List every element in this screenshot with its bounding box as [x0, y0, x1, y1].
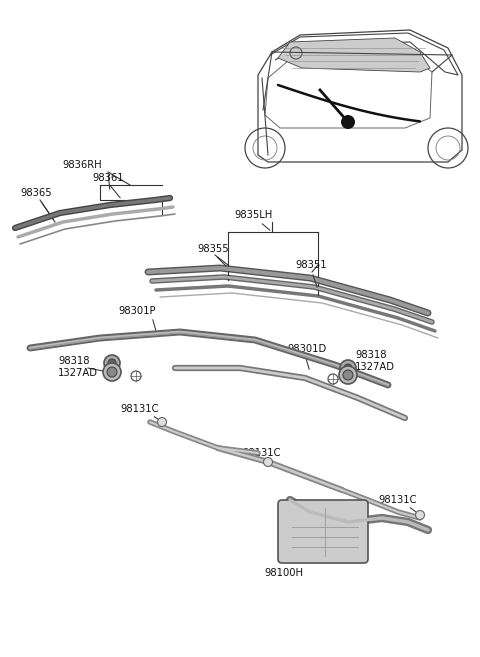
Text: 98100H: 98100H	[264, 568, 303, 578]
Circle shape	[157, 417, 167, 426]
Text: 98365: 98365	[20, 188, 52, 198]
Text: 1327AD: 1327AD	[355, 362, 395, 372]
Text: 98355: 98355	[197, 244, 228, 254]
Circle shape	[416, 510, 424, 520]
Text: 98351: 98351	[295, 260, 326, 270]
Circle shape	[103, 363, 121, 381]
Circle shape	[343, 370, 353, 380]
Text: 98361: 98361	[92, 173, 124, 183]
Circle shape	[107, 367, 117, 377]
Text: 98301P: 98301P	[118, 306, 156, 316]
Circle shape	[264, 457, 273, 466]
Text: 1327AD: 1327AD	[58, 368, 98, 378]
Text: 9836RH: 9836RH	[62, 160, 102, 170]
Text: 98131C: 98131C	[378, 495, 417, 505]
Circle shape	[340, 360, 356, 376]
FancyBboxPatch shape	[278, 500, 368, 563]
Polygon shape	[278, 38, 430, 72]
Text: 9835LH: 9835LH	[234, 210, 272, 220]
Text: 98131C: 98131C	[242, 448, 280, 458]
Text: 98318: 98318	[58, 356, 89, 366]
Text: 98301D: 98301D	[287, 344, 326, 354]
Text: 98318: 98318	[355, 350, 386, 360]
Text: 98131C: 98131C	[120, 404, 158, 414]
Circle shape	[339, 366, 357, 384]
Circle shape	[104, 355, 120, 371]
Circle shape	[344, 364, 352, 372]
Circle shape	[108, 359, 116, 367]
Circle shape	[341, 115, 355, 129]
